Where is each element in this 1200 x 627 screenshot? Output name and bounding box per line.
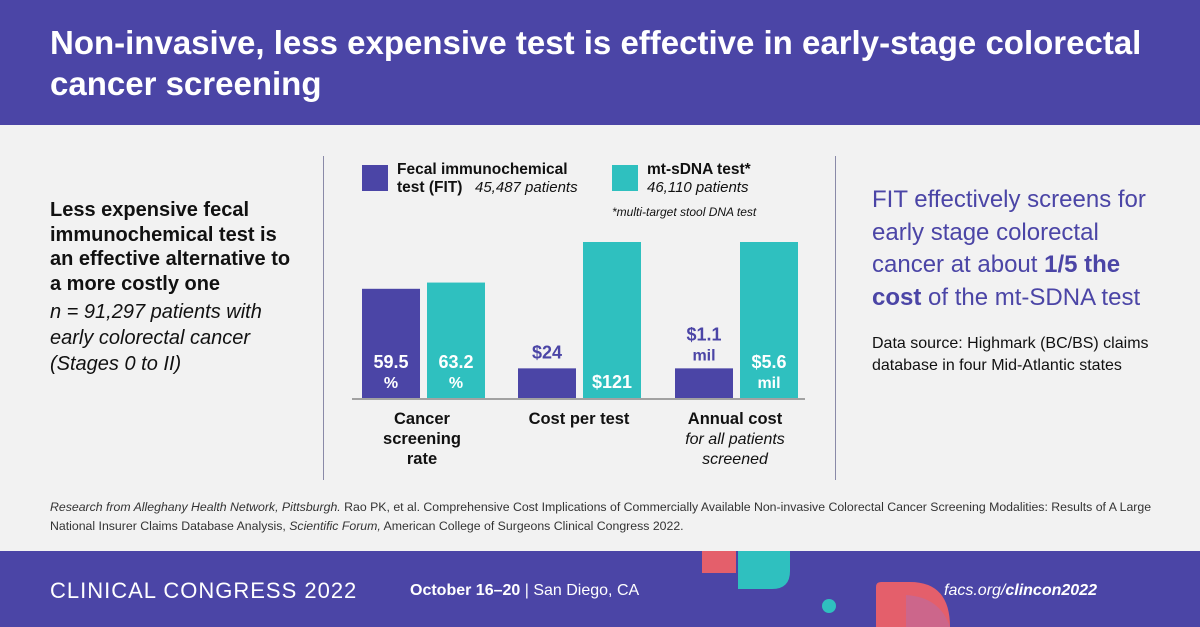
bar-label-mt-0: 63.2 [438,352,473,372]
left-panel: Less expensive fecal immunochemical test… [50,198,305,377]
claim-text: FIT effectively screens for early stage … [872,184,1172,314]
bar-mt-2 [740,242,798,398]
claim-post: of the mt-SDNA test [928,283,1141,311]
page-title: Non-invasive, less expensive test is eff… [50,24,1142,102]
legend-swatch-mt [612,165,638,191]
right-panel: FIT effectively screens for early stage … [872,184,1172,377]
category-sublabel-2: for all patients screened [685,431,785,468]
citation-institution: Research from Alleghany Health Network, … [50,500,341,514]
event-date-bold: October 16–20 [410,582,521,599]
citation-forum: Scientific Forum, [289,519,381,533]
brand-name: CLINICAL CONGRESS 2022 [50,578,358,603]
decorative-shapes-icon [702,551,950,627]
website-link-pre: facs.org/ [944,582,1006,599]
bar-label-mt-2: mil [757,375,780,392]
category-label-0: Cancer screening rate [383,410,461,468]
sample-text: n = 91,297 patients with early colorecta… [50,301,262,375]
footer-banner: CLINICAL CONGRESS 2022 October 16–20 | S… [0,551,1200,627]
claim-bold: 1/5 the cost [872,251,1121,311]
citation-body: Rao PK, et al. Comprehensive Cost Implic… [50,500,1152,533]
legend-mt-count: 46,110 patients [647,179,749,196]
legend-swatch-fit [362,165,388,191]
bar-chart: 59.5% $24 $1.1 mil 63.2% $121 $5.6 mil [352,242,805,400]
divider-right [835,156,836,480]
bar-mt-0 [427,282,485,398]
legend-footnote: *multi-target stool DNA test [612,205,757,219]
data-source: Data source: Highmark (BC/BS) claims dat… [872,335,1149,374]
bar-fit-1 [518,368,576,398]
bar-fit-2 [675,368,733,398]
category-label-1: Cost per test [528,410,630,428]
citation: Research from Alleghany Health Network, … [50,498,1160,536]
legend-fit-name2: test (FIT) [397,179,463,196]
divider-left [323,156,324,480]
bar-fit-0 [362,288,420,398]
bar-label-fit-1: $24 [532,342,562,362]
claim-pre: FIT effectively screens for early stage … [872,186,1146,278]
bar-label-mt-0: % [449,375,463,392]
legend-mt-name: mt-sDNA test* [647,161,751,178]
legend-fit-count: 45,487 patients [475,179,578,196]
event-location: | San Diego, CA [520,582,640,599]
bar-label-fit-0: 59.5 [373,352,408,372]
citation-end: American College of Surgeons Clinical Co… [380,519,684,533]
bar-mt-1 [583,242,641,398]
website-link-bold: clincon2022 [1005,582,1097,599]
website-link[interactable]: facs.org/clincon2022 [944,582,1097,600]
category-label-2: Annual cost [687,410,783,428]
bar-label-fit-2: mil [692,347,715,364]
lead-text: Less expensive fecal immunochemical test… [50,199,291,295]
bar-label-mt-2: $5.6 [751,352,786,372]
legend-fit-name: Fecal immunochemical [397,161,568,178]
header-banner: Non-invasive, less expensive test is eff… [0,0,1200,125]
event-date: October 16–20 | San Diego, CA [410,582,639,600]
bar-label-fit-0: % [384,375,398,392]
bar-label-mt-1: $121 [592,372,632,392]
bar-label-fit-2: $1.1 [686,324,721,344]
